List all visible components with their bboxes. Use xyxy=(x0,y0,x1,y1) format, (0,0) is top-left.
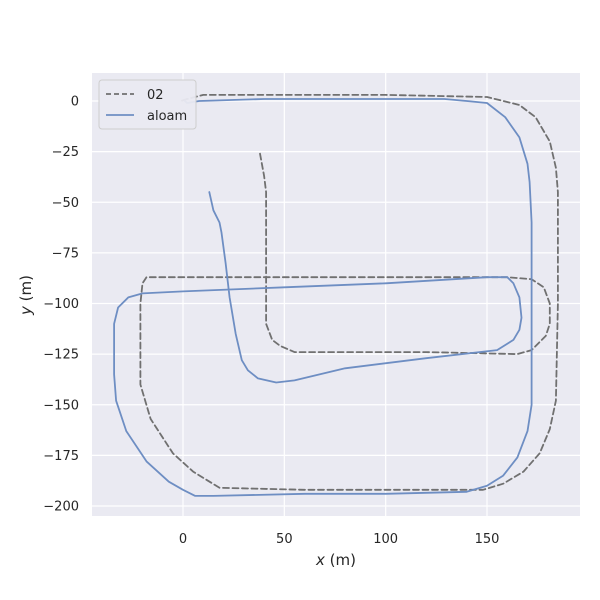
legend-box xyxy=(98,79,197,130)
legend: 02 aloam xyxy=(98,79,197,130)
series-line-02 xyxy=(139,94,559,491)
x-axis-label-var: x xyxy=(315,551,325,569)
x-tick-label: 0 xyxy=(179,532,187,547)
x-axis-label-unit: (m) xyxy=(325,551,356,569)
x-axis-label: x (m) xyxy=(315,551,356,569)
y-axis-label-unit: (m) xyxy=(17,275,35,306)
x-tick-label: 150 xyxy=(475,532,500,547)
y-tick-label: 0 xyxy=(71,95,79,110)
y-axis-label-var: y xyxy=(17,305,35,316)
y-axis-label: y (m) xyxy=(17,275,35,316)
legend-label-aloam: aloam xyxy=(147,109,187,124)
plot-background xyxy=(92,73,580,516)
y-tick-label: −75 xyxy=(52,246,79,261)
y-tick-label: −200 xyxy=(43,500,79,515)
series-line-aloam xyxy=(113,98,533,497)
series-layer xyxy=(113,94,559,497)
x-tick-label: 50 xyxy=(276,532,293,547)
y-tick-label: −125 xyxy=(43,348,79,363)
y-tick-label: −25 xyxy=(52,145,79,160)
y-tick-label: −50 xyxy=(52,196,79,211)
tick-labels: 0 50 100 150 0 −25 −50 −75 −100 −125 −150 −175 −200 xyxy=(43,95,499,548)
legend-label-02: 02 xyxy=(147,88,164,103)
x-tick-label: 100 xyxy=(373,532,398,547)
y-tick-label: −100 xyxy=(43,297,79,312)
y-tick-label: −175 xyxy=(43,449,79,464)
y-tick-label: −150 xyxy=(43,398,79,413)
